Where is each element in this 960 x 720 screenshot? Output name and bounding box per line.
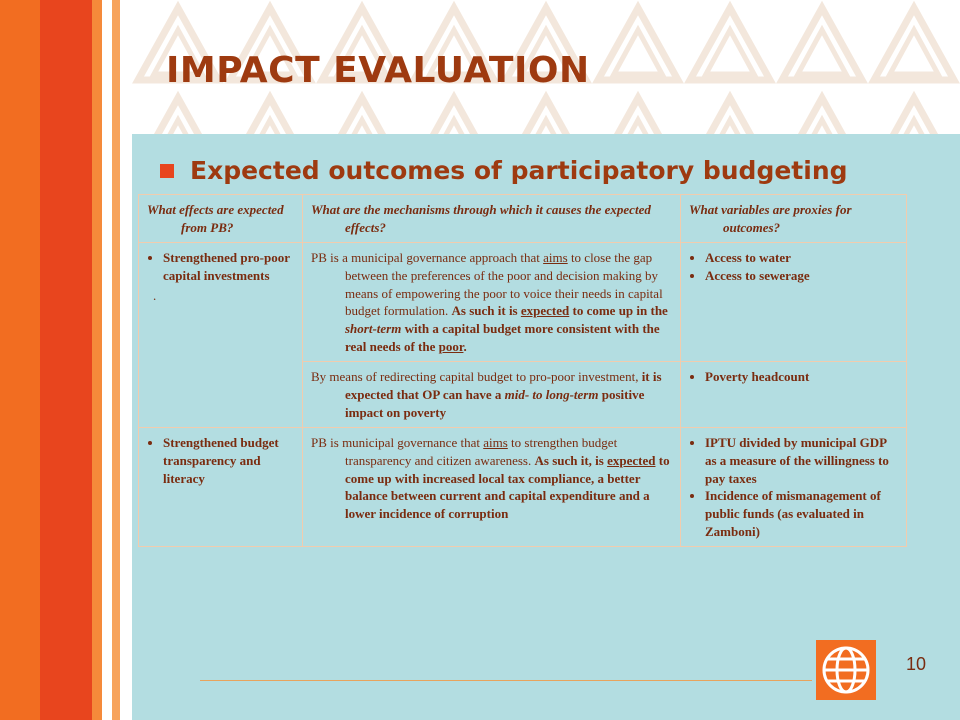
mechanism-cell: PB is municipal governance that aims to … (302, 427, 681, 548)
table-header-row: What effects are expected from PB? What … (138, 193, 907, 244)
proxy-cell: IPTU divided by municipal GDP as a measu… (680, 427, 907, 548)
proxy-item: IPTU divided by municipal GDP as a measu… (705, 434, 898, 487)
effect-note: . (153, 287, 157, 303)
proxy-cell: Access to water Access to sewerage (680, 242, 907, 363)
decorative-triangle-pattern (132, 0, 960, 134)
effect-item: Strengthened pro-poor capital investment… (163, 249, 294, 284)
effect-cell: Strengthened pro-poor capital investment… (138, 242, 303, 429)
proxy-cell: Poverty headcount (680, 361, 907, 429)
header-mechanisms: What are the mechanisms through which it… (302, 193, 681, 244)
table-row: By means of redirecting capital budget t… (139, 361, 907, 429)
slide-subtitle: Expected outcomes of participatory budge… (160, 156, 848, 185)
table-row: Strengthened pro-poor capital investment… (138, 242, 907, 429)
effect-item: Strengthened budget transparency and lit… (163, 434, 294, 487)
footer-line (200, 680, 812, 681)
header-proxies: What variables are proxies for outcomes? (680, 193, 907, 244)
square-bullet-icon (160, 163, 174, 178)
proxy-item: Incidence of mismanagement of public fun… (705, 487, 898, 540)
header-effects: What effects are expected from PB? (138, 193, 303, 244)
left-stripe-pale-orange (112, 0, 120, 720)
left-stripe-gap-2 (120, 0, 132, 720)
proxy-item: Poverty headcount (705, 368, 898, 386)
outcomes-table: What effects are expected from PB? What … (138, 193, 907, 548)
proxy-item: Access to sewerage (705, 267, 898, 285)
effect-cell: Strengthened budget transparency and lit… (138, 427, 303, 548)
left-stripe-light-orange (92, 0, 102, 720)
proxy-item: Access to water (705, 249, 898, 267)
mechanism-cell: By means of redirecting capital budget t… (302, 361, 681, 429)
mechanism-cell: PB is a municipal governance approach th… (302, 242, 681, 363)
table-row: Strengthened budget transparency and lit… (138, 427, 907, 548)
subtitle-text: Expected outcomes of participatory budge… (190, 156, 848, 185)
left-stripe-gap (102, 0, 112, 720)
left-stripe-red (40, 0, 92, 720)
globe-icon (822, 646, 870, 694)
left-stripe-orange (0, 0, 40, 720)
globe-logo (816, 640, 876, 700)
page-number: 10 (906, 654, 927, 674)
slide-title: IMPACT EVALUATION (166, 50, 590, 91)
